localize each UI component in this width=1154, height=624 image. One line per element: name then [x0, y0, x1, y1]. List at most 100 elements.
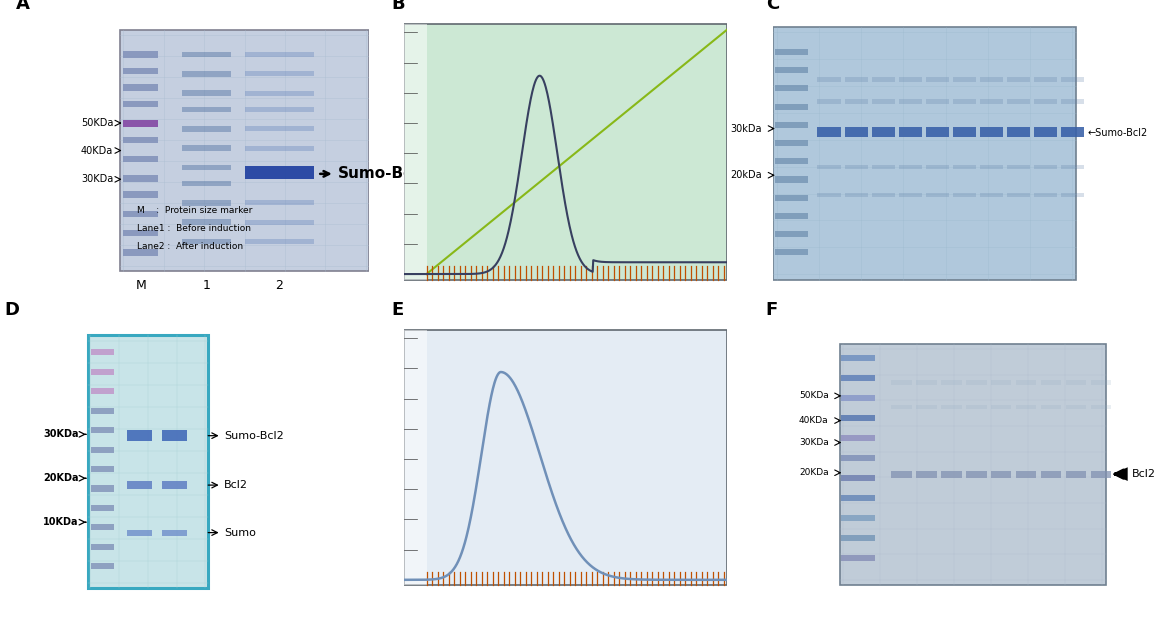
Bar: [123, 101, 158, 107]
Bar: [1007, 77, 1031, 82]
Bar: [775, 85, 808, 91]
Bar: [845, 77, 868, 82]
Bar: [1007, 127, 1031, 137]
Bar: [871, 127, 894, 137]
Bar: [123, 51, 158, 58]
Bar: [1041, 470, 1062, 478]
Bar: [123, 249, 158, 256]
Bar: [91, 563, 114, 569]
Text: Sumo: Sumo: [224, 528, 256, 538]
Bar: [162, 430, 187, 441]
Bar: [953, 127, 976, 137]
Bar: [1007, 165, 1031, 170]
Text: ←Sumo-Bcl2: ←Sumo-Bcl2: [1087, 128, 1147, 138]
Bar: [775, 67, 808, 73]
Bar: [182, 52, 231, 57]
Bar: [1034, 193, 1057, 197]
Bar: [182, 165, 231, 170]
Bar: [123, 230, 158, 236]
Bar: [162, 481, 187, 489]
Bar: [926, 77, 949, 82]
Bar: [1034, 99, 1057, 104]
Bar: [182, 107, 231, 112]
Bar: [245, 220, 314, 225]
Text: E: E: [391, 301, 403, 319]
Bar: [871, 165, 894, 170]
Bar: [773, 27, 1076, 280]
Bar: [245, 52, 314, 57]
Bar: [775, 158, 808, 164]
Bar: [91, 369, 114, 374]
Text: 2: 2: [276, 278, 283, 291]
Bar: [1034, 127, 1057, 137]
Text: C: C: [766, 0, 779, 13]
Text: 10KDa: 10KDa: [43, 517, 78, 527]
Bar: [991, 405, 1012, 409]
Bar: [953, 193, 976, 197]
Bar: [953, 99, 976, 104]
Bar: [182, 126, 231, 132]
Bar: [980, 99, 1003, 104]
Bar: [123, 175, 158, 182]
Bar: [775, 195, 808, 201]
Text: 50KDa: 50KDa: [799, 391, 829, 401]
Text: 20KDa: 20KDa: [799, 468, 829, 477]
Bar: [245, 165, 314, 179]
Bar: [1034, 77, 1057, 82]
Bar: [1091, 381, 1111, 384]
Bar: [980, 165, 1003, 170]
Bar: [841, 535, 875, 541]
Text: Bcl2: Bcl2: [224, 480, 248, 490]
Text: 30KDa: 30KDa: [799, 438, 829, 447]
Bar: [182, 71, 231, 77]
Bar: [942, 470, 961, 478]
Bar: [841, 395, 875, 401]
Bar: [841, 415, 875, 421]
Bar: [123, 156, 158, 162]
Bar: [841, 375, 875, 381]
Bar: [775, 177, 808, 182]
Text: Sumo-Bcl2: Sumo-Bcl2: [338, 167, 429, 182]
Bar: [127, 481, 152, 489]
Bar: [926, 165, 949, 170]
Bar: [841, 495, 875, 501]
Bar: [127, 530, 152, 536]
Bar: [1034, 165, 1057, 170]
Polygon shape: [1112, 467, 1127, 481]
Bar: [91, 349, 114, 355]
Text: Sumo-Bcl2: Sumo-Bcl2: [224, 431, 284, 441]
Bar: [980, 77, 1003, 82]
Bar: [775, 122, 808, 128]
Bar: [123, 120, 158, 127]
Bar: [980, 193, 1003, 197]
Bar: [817, 99, 840, 104]
Bar: [891, 405, 912, 409]
Bar: [1041, 381, 1062, 384]
Bar: [162, 530, 187, 536]
Bar: [1062, 165, 1085, 170]
Bar: [926, 193, 949, 197]
Bar: [899, 165, 922, 170]
Bar: [953, 165, 976, 170]
Bar: [245, 90, 314, 95]
Bar: [899, 193, 922, 197]
Bar: [775, 104, 808, 110]
Bar: [871, 99, 894, 104]
Bar: [182, 238, 231, 244]
Bar: [845, 127, 868, 137]
Bar: [942, 381, 961, 384]
Bar: [916, 470, 937, 478]
Bar: [891, 381, 912, 384]
Bar: [245, 71, 314, 76]
Bar: [841, 515, 875, 521]
Bar: [817, 77, 840, 82]
Bar: [123, 211, 158, 217]
Bar: [91, 505, 114, 511]
Bar: [817, 165, 840, 170]
Bar: [845, 99, 868, 104]
Bar: [1016, 405, 1036, 409]
Bar: [841, 354, 875, 361]
Bar: [775, 140, 808, 146]
Bar: [841, 455, 875, 461]
Bar: [182, 181, 231, 187]
